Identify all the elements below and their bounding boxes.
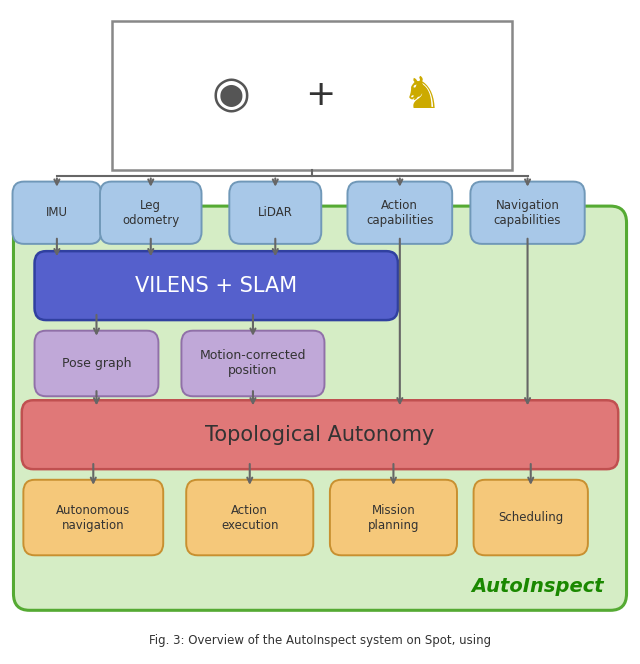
Text: Topological Autonomy: Topological Autonomy (205, 425, 435, 445)
Text: Fig. 3: Overview of the AutoInspect system on Spot, using: Fig. 3: Overview of the AutoInspect syst… (149, 633, 491, 647)
Text: Navigation
capabilities: Navigation capabilities (494, 199, 561, 226)
Text: Autonomous
navigation: Autonomous navigation (56, 503, 131, 531)
FancyBboxPatch shape (229, 181, 321, 244)
Text: VILENS + SLAM: VILENS + SLAM (135, 276, 298, 295)
Text: ◉: ◉ (211, 74, 250, 117)
FancyBboxPatch shape (22, 400, 618, 469)
FancyBboxPatch shape (186, 480, 314, 555)
FancyBboxPatch shape (24, 480, 163, 555)
FancyBboxPatch shape (100, 181, 202, 244)
FancyBboxPatch shape (35, 331, 159, 396)
Text: AutoInspect: AutoInspect (472, 577, 604, 596)
FancyBboxPatch shape (470, 181, 585, 244)
Text: Scheduling: Scheduling (498, 511, 563, 524)
FancyBboxPatch shape (330, 480, 457, 555)
Text: Action
execution: Action execution (221, 503, 278, 531)
Text: ♞: ♞ (403, 74, 442, 117)
FancyBboxPatch shape (474, 480, 588, 555)
Text: LiDAR: LiDAR (258, 207, 292, 219)
Text: +: + (305, 78, 335, 112)
Text: Leg
odometry: Leg odometry (122, 199, 179, 226)
Text: Pose graph: Pose graph (61, 357, 131, 370)
FancyBboxPatch shape (348, 181, 452, 244)
Text: Mission
planning: Mission planning (368, 503, 419, 531)
FancyBboxPatch shape (113, 21, 511, 170)
Text: Action
capabilities: Action capabilities (366, 199, 433, 226)
FancyBboxPatch shape (181, 331, 324, 396)
Text: Motion-corrected
position: Motion-corrected position (200, 349, 306, 377)
Text: IMU: IMU (46, 207, 68, 219)
FancyBboxPatch shape (13, 181, 101, 244)
FancyBboxPatch shape (13, 206, 627, 610)
FancyBboxPatch shape (35, 251, 398, 320)
